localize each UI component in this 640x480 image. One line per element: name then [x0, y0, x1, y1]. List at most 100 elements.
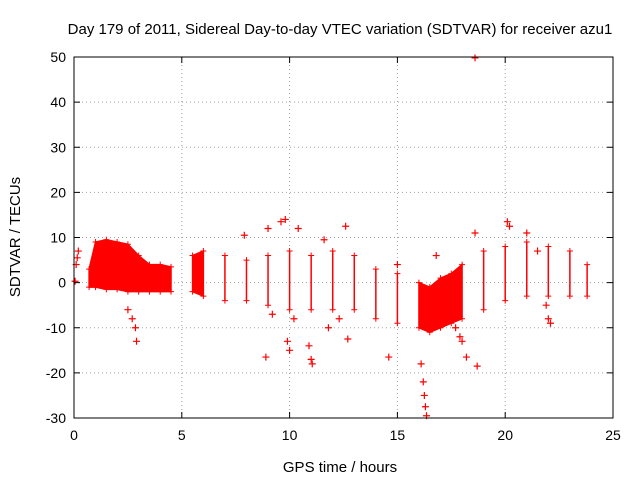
- band-edge-marker-17-0-0: [584, 261, 591, 268]
- band-edge-marker-0-1-0: [92, 239, 99, 246]
- band-edge-marker-11-4-0: [459, 261, 466, 268]
- band-edge-marker-9-0-1: [372, 315, 379, 322]
- data-point-37: [462, 353, 470, 361]
- data-point-35: [456, 333, 464, 341]
- data-point-29: [419, 378, 427, 386]
- band-edge-marker-4-0-1: [265, 302, 272, 309]
- data-point-17: [290, 315, 298, 323]
- data-point-28: [417, 360, 425, 368]
- band-edge-marker-6-0-0: [308, 252, 315, 259]
- band-edge-marker-11-2-0: [437, 275, 444, 282]
- data-point-24: [342, 222, 350, 230]
- band-edge-marker-8-0-1: [351, 306, 358, 313]
- data-point-18: [305, 342, 313, 350]
- band-edge-marker-0-0-0: [86, 266, 93, 273]
- x-tick-label-0: 0: [70, 427, 78, 443]
- band-edge-marker-0-3-0: [114, 239, 121, 246]
- y-tick-label-4: 10: [50, 230, 66, 246]
- data-point-8: [240, 231, 248, 239]
- band-edge-marker-6-0-1: [308, 306, 315, 313]
- band-edge-marker-11-3-1: [448, 320, 455, 327]
- band-edge-marker-13-0-1: [502, 297, 509, 304]
- data-point-6: [131, 324, 139, 332]
- data-point-7: [133, 337, 141, 345]
- band-edge-marker-11-1-0: [426, 284, 433, 291]
- data-point-39: [473, 362, 481, 370]
- data-point-4: [124, 306, 132, 314]
- band-edge-marker-7-0-1: [329, 306, 336, 313]
- band-edge-marker-3-0-0: [243, 257, 250, 264]
- data-point-0: [71, 277, 79, 285]
- data-point-46: [544, 315, 552, 323]
- data-point-25: [344, 335, 352, 343]
- band-edge-marker-11-2-1: [437, 324, 444, 331]
- y-axis-label: SDTVAR / TECUs: [7, 177, 24, 297]
- band-edge-marker-11-0-0: [415, 279, 422, 286]
- x-tick-label-3: 15: [390, 427, 406, 443]
- band-edge-marker-0-8-0: [168, 263, 175, 270]
- band-edge-marker-16-0-1: [566, 293, 573, 300]
- band-edge-marker-0-0-1: [86, 284, 93, 291]
- x-tick-label-2: 10: [282, 427, 298, 443]
- x-tick-label-5: 25: [605, 427, 621, 443]
- axis-ticks: 0 5 10 15 20 25 -30 -20 -10 0 10 20 30 40 50: [46, 49, 621, 443]
- data-point-30: [420, 391, 428, 399]
- data-point-15: [286, 346, 294, 354]
- band-edge-marker-17-0-1: [584, 293, 591, 300]
- band-edge-marker-14-0-1: [523, 293, 530, 300]
- data-point-34: [452, 324, 460, 332]
- data-point-42: [506, 222, 514, 230]
- band-edge-marker-0-3-1: [114, 286, 121, 293]
- band-edge-marker-13-0-0: [502, 243, 509, 250]
- data-point-9: [262, 353, 270, 361]
- band-edge-marker-11-1-1: [426, 329, 433, 336]
- band-segment-11: [418, 262, 463, 334]
- y-tick-label-6: 30: [50, 139, 66, 155]
- band-edge-marker-12-0-1: [480, 306, 487, 313]
- band-edge-marker-4-0-0: [265, 252, 272, 259]
- data-point-43: [523, 229, 531, 237]
- band-edge-marker-5-0-1: [286, 306, 293, 313]
- band-edge-marker-0-7-0: [157, 261, 164, 268]
- band-edge-marker-16-0-0: [566, 248, 573, 255]
- data-point-26: [385, 353, 393, 361]
- data-point-19: [307, 355, 315, 363]
- data-point-13: [268, 310, 276, 318]
- y-tick-label-3: 0: [58, 275, 66, 291]
- band-edge-marker-0-2-1: [103, 286, 110, 293]
- data-point-33: [432, 252, 440, 260]
- band-edge-marker-0-6-0: [146, 261, 153, 268]
- band-edge-marker-0-5-0: [135, 252, 142, 259]
- data-point-40: [471, 54, 479, 62]
- band-edge-marker-8-0-0: [351, 252, 358, 259]
- band-segment-1: [191, 249, 205, 298]
- data-point-23: [335, 315, 343, 323]
- band-edge-marker-0-6-1: [146, 288, 153, 295]
- band-edge-marker-1-1-1: [200, 293, 207, 300]
- band-edge-marker-0-2-0: [103, 236, 110, 243]
- x-tick-label-1: 5: [178, 427, 186, 443]
- data-point-2: [73, 254, 81, 262]
- y-tick-label-5: 20: [50, 184, 66, 200]
- band-edge-marker-1-0-1: [189, 288, 196, 295]
- data-point-36: [458, 337, 466, 345]
- band-edge-marker-11-0-1: [415, 324, 422, 331]
- band-edge-marker-14-0-0: [523, 239, 530, 246]
- data-band: [86, 236, 591, 336]
- data-point-31: [421, 403, 429, 411]
- data-point-22: [324, 324, 332, 332]
- data-points: [71, 54, 554, 420]
- data-point-44: [534, 247, 542, 255]
- band-edge-marker-0-8-1: [168, 288, 175, 295]
- band-edge-marker-10-0-1: [394, 320, 401, 327]
- data-point-27: [393, 261, 401, 269]
- data-point-10: [264, 224, 272, 232]
- y-tick-label-0: -30: [46, 410, 66, 426]
- band-edge-marker-0-4-1: [124, 288, 131, 295]
- band-edge-marker-0-4-0: [124, 241, 131, 248]
- chart-title: Day 179 of 2011, Sidereal Day-to-day VTE…: [68, 21, 613, 38]
- band-edge-marker-12-0-0: [480, 248, 487, 255]
- data-point-20: [308, 360, 316, 368]
- data-point-14: [283, 337, 291, 345]
- y-tick-label-1: -20: [46, 365, 66, 381]
